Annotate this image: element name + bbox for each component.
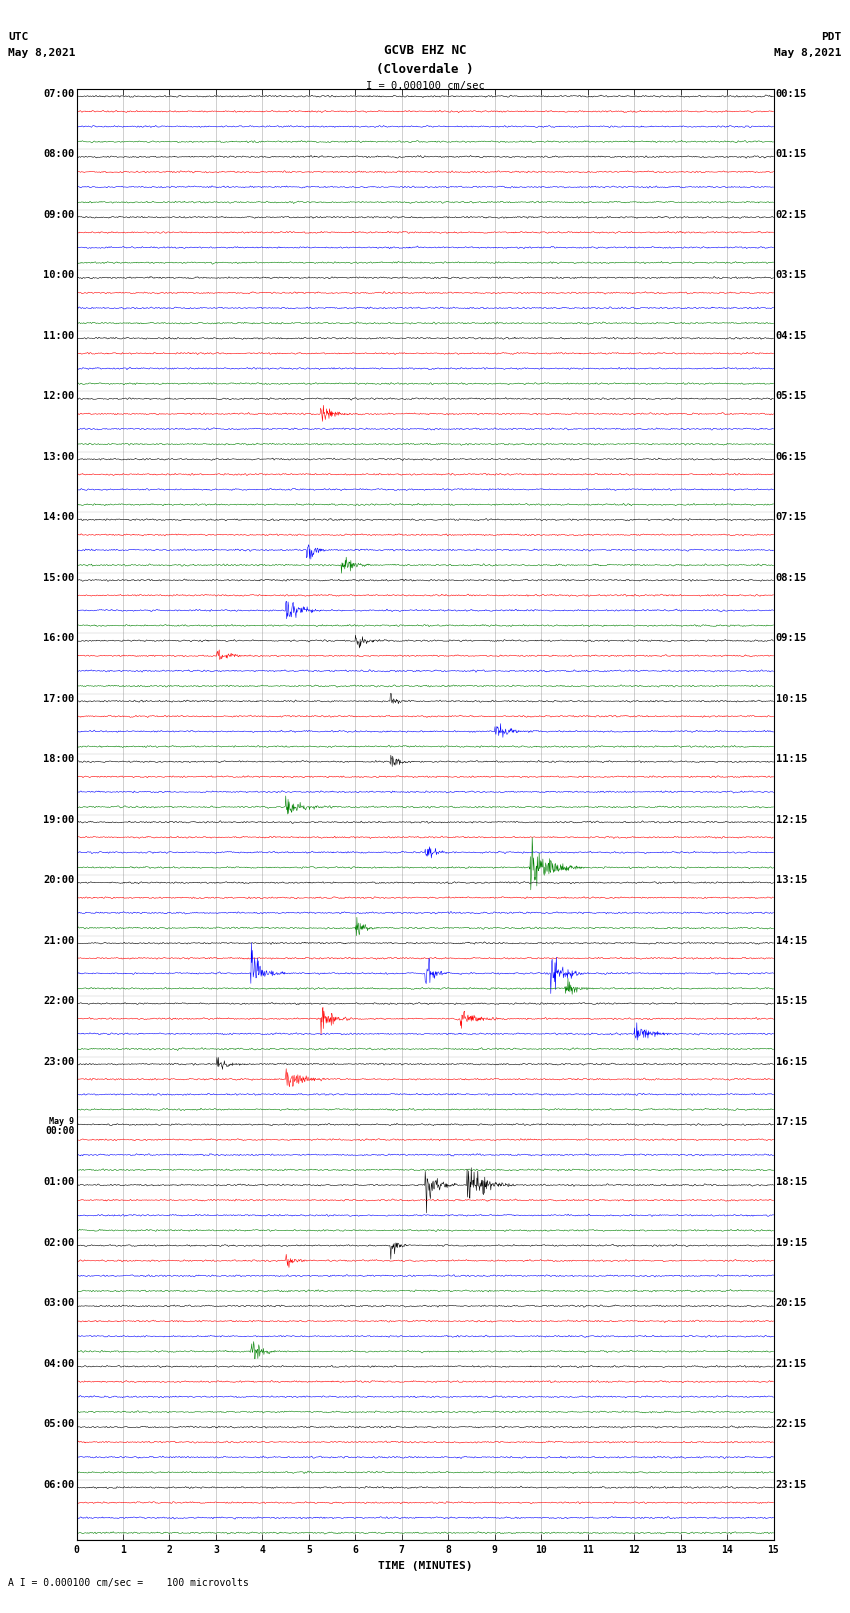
Text: I = 0.000100 cm/sec: I = 0.000100 cm/sec <box>366 81 484 90</box>
Text: May 8,2021: May 8,2021 <box>8 48 76 58</box>
Text: 23:15: 23:15 <box>775 1481 807 1490</box>
Text: 17:00: 17:00 <box>43 694 75 703</box>
Text: 09:15: 09:15 <box>775 634 807 644</box>
Text: 22:00: 22:00 <box>43 997 75 1007</box>
Text: 04:00: 04:00 <box>43 1358 75 1369</box>
Text: 18:00: 18:00 <box>43 755 75 765</box>
Text: 06:15: 06:15 <box>775 452 807 461</box>
Text: 16:00: 16:00 <box>43 634 75 644</box>
Text: 10:00: 10:00 <box>43 271 75 281</box>
Text: May 8,2021: May 8,2021 <box>774 48 842 58</box>
Text: 05:15: 05:15 <box>775 392 807 402</box>
Text: 08:00: 08:00 <box>43 150 75 160</box>
Text: 03:00: 03:00 <box>43 1298 75 1308</box>
Text: 21:00: 21:00 <box>43 936 75 945</box>
Text: A I = 0.000100 cm/sec =    100 microvolts: A I = 0.000100 cm/sec = 100 microvolts <box>8 1578 249 1587</box>
Text: 12:00: 12:00 <box>43 392 75 402</box>
X-axis label: TIME (MINUTES): TIME (MINUTES) <box>377 1561 473 1571</box>
Text: 05:00: 05:00 <box>43 1419 75 1429</box>
Text: 21:15: 21:15 <box>775 1358 807 1369</box>
Text: 10:15: 10:15 <box>775 694 807 703</box>
Text: 23:00: 23:00 <box>43 1057 75 1066</box>
Text: 15:00: 15:00 <box>43 573 75 582</box>
Text: 18:15: 18:15 <box>775 1177 807 1187</box>
Text: 15:15: 15:15 <box>775 997 807 1007</box>
Text: 01:00: 01:00 <box>43 1177 75 1187</box>
Text: 08:15: 08:15 <box>775 573 807 582</box>
Text: 00:15: 00:15 <box>775 89 807 98</box>
Text: 19:00: 19:00 <box>43 815 75 824</box>
Text: 14:15: 14:15 <box>775 936 807 945</box>
Text: 11:00: 11:00 <box>43 331 75 340</box>
Text: 00:00: 00:00 <box>45 1126 75 1136</box>
Text: 04:15: 04:15 <box>775 331 807 340</box>
Text: 02:00: 02:00 <box>43 1239 75 1248</box>
Text: May 9: May 9 <box>49 1118 75 1126</box>
Text: 13:00: 13:00 <box>43 452 75 461</box>
Text: (Cloverdale ): (Cloverdale ) <box>377 63 473 76</box>
Text: 17:15: 17:15 <box>775 1118 807 1127</box>
Text: 19:15: 19:15 <box>775 1239 807 1248</box>
Text: 06:00: 06:00 <box>43 1481 75 1490</box>
Text: 09:00: 09:00 <box>43 210 75 219</box>
Text: 07:00: 07:00 <box>43 89 75 98</box>
Text: 03:15: 03:15 <box>775 271 807 281</box>
Text: GCVB EHZ NC: GCVB EHZ NC <box>383 44 467 56</box>
Text: 13:15: 13:15 <box>775 876 807 886</box>
Text: 02:15: 02:15 <box>775 210 807 219</box>
Text: 14:00: 14:00 <box>43 513 75 523</box>
Text: 16:15: 16:15 <box>775 1057 807 1066</box>
Text: 20:15: 20:15 <box>775 1298 807 1308</box>
Text: 22:15: 22:15 <box>775 1419 807 1429</box>
Text: 11:15: 11:15 <box>775 755 807 765</box>
Text: 20:00: 20:00 <box>43 876 75 886</box>
Text: 01:15: 01:15 <box>775 150 807 160</box>
Text: PDT: PDT <box>821 32 842 42</box>
Text: UTC: UTC <box>8 32 29 42</box>
Text: 07:15: 07:15 <box>775 513 807 523</box>
Text: 12:15: 12:15 <box>775 815 807 824</box>
